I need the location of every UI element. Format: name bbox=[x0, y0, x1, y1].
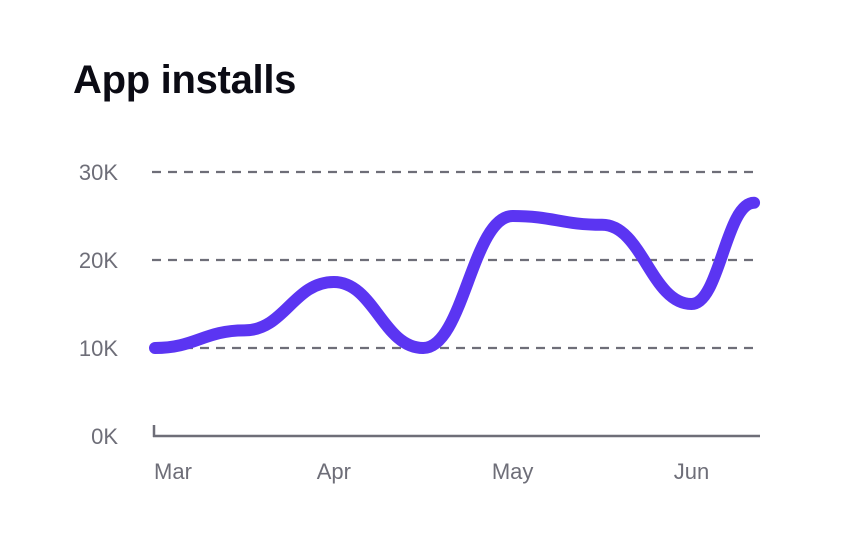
x-tick-label-may: May bbox=[492, 459, 534, 484]
series-line bbox=[155, 203, 754, 348]
x-axis-ticks: Mar Apr May Jun bbox=[154, 459, 709, 484]
y-axis-ticks: 0K 10K 20K 30K bbox=[79, 160, 118, 449]
series-group bbox=[155, 203, 754, 348]
x-tick-label-apr: Apr bbox=[317, 459, 351, 484]
x-tick-label-mar: Mar bbox=[154, 459, 192, 484]
x-axis bbox=[153, 425, 760, 437]
y-tick-label-30k: 30K bbox=[79, 160, 118, 185]
x-tick-label-jun: Jun bbox=[674, 459, 709, 484]
y-tick-label-10k: 10K bbox=[79, 336, 118, 361]
y-tick-label-0k: 0K bbox=[91, 424, 118, 449]
y-tick-label-20k: 20K bbox=[79, 248, 118, 273]
